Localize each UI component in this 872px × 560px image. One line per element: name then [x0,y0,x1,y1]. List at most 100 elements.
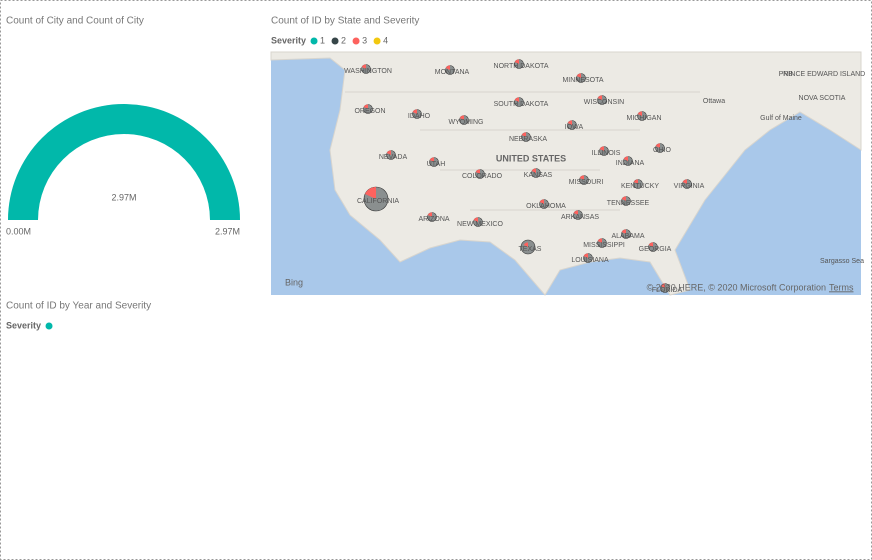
map-label: ALABAMA [611,233,644,240]
map-bubble-slice [365,186,376,199]
map-label: KANSAS [524,172,553,179]
map-bubble-slice [514,97,519,102]
map-label: ILLINOIS [592,150,621,157]
map-label: WASHINGTON [344,68,392,75]
map-terms: Terms [829,282,854,292]
map-label: IOWA [565,124,584,131]
map-label: NB [783,71,793,78]
map-bubble-slice [514,59,519,64]
map-label: KENTUCKY [621,183,659,190]
area-chart: Count of ID by Year and Severity Severity [6,301,151,331]
map-bubble-slice [682,179,687,184]
map-borders [345,91,700,211]
map-label: PRINCE EDWARD ISLAND [779,71,865,78]
map-label: NOVA SCOTIA [799,95,846,102]
map-bubble-slice [573,210,578,215]
map-bubble-slice [648,242,653,247]
chart-title: Count of City and Count of City [6,16,144,27]
map-bubble-slice [531,168,536,173]
map-bubble-slice [597,95,602,100]
map-bubble-slice [599,146,604,151]
map-label: TEXAS [519,246,542,253]
map-bubble-slice [427,212,432,217]
map-bubble-slice [521,132,526,137]
gauge-chart: Count of City and Count of City 2.97M 0.00… [6,16,240,236]
legend-title: Severity [271,35,306,45]
gauge-value [8,104,240,220]
map-label: Gulf of Maine [760,115,802,122]
map-bubble-slice [386,150,391,155]
map-label: INDIANA [616,160,645,167]
map-label: OHIO [653,147,671,154]
map-label: Sargasso Sea [820,258,864,265]
map-bubble-slice [567,120,572,125]
map-bubble-slice [363,104,368,109]
map-label: VIRGINIA [674,183,705,190]
legend-swatch [310,37,318,45]
map-bubble-slice [655,143,660,148]
map-bubble-slice [576,73,581,78]
chart-title: Count of ID by Year and Severity [6,301,151,312]
map-bubble-slice [621,229,626,234]
map-label: OKLAHOMA [526,203,566,210]
map-label: GEORGIA [639,246,672,253]
map-label: WYOMING [449,119,484,126]
map-bubble-slice [660,283,665,288]
gauge-min-label: 0.00M [6,226,31,236]
map-label: MONTANA [435,69,470,76]
gauge-max-label: 2.97M [215,226,240,236]
map-label: UTAH [427,161,446,168]
map-label: NEBRASKA [509,136,547,143]
map-label: FLORIDA [652,287,683,294]
legend-swatch [352,37,360,45]
map-bubble-slice [633,179,638,184]
map-bubble-slice [637,111,642,116]
legend-swatch [45,322,53,330]
map-label: MISSOURI [569,179,604,186]
map-bubble-slice [445,65,450,70]
legend-label: 3 [362,35,367,45]
map-label: IDAHO [408,113,431,120]
legend-swatch [331,37,339,45]
map-label: OREGON [354,108,385,115]
map-bubble-slice [429,157,434,162]
map-bubble-slice [583,253,588,258]
map-bubble-slice [523,242,528,247]
map-bubble-slice [597,238,602,243]
map-bubble-slice [475,169,480,174]
map-label: NORTH DAKOTA [494,63,549,70]
map-bubble-slice [412,109,417,114]
map-label: MISSISSIPPI [583,242,625,249]
map-label: ARKANSAS [561,214,599,221]
legend-label: 1 [320,35,325,45]
legend-title: Severity [6,320,41,330]
map-bubble-slice [579,175,584,180]
legend-label: 2 [341,35,346,45]
legend-swatch [373,37,381,45]
map-bubble-slice [623,156,628,161]
map-label: Ottawa [703,98,725,105]
map-bubble-slice [473,217,478,222]
map-label: MICHIGAN [627,115,662,122]
map-label: CALIFORNIA [357,198,399,205]
chart-title: Count of ID by State and Severity [271,16,419,27]
map: Count of ID by State and Severity Severit… [271,16,865,294]
map-bubble-slice [361,64,366,69]
map-bubble-slice [621,196,626,201]
map-label: NEVADA [379,154,408,161]
map-bubble-slice [539,199,544,204]
map-brand: Bing [285,277,303,287]
map-label: MINNESOTA [562,77,603,84]
map-copyright: © 2020 HERE, © 2020 Microsoft Corporatio… [647,282,826,292]
map-label: COLORADO [462,173,503,180]
map-label: NEW MEXICO [457,221,503,228]
map-label: TENNESSEE [607,200,650,207]
legend-label: 4 [383,35,388,45]
map-country: UNITED STATES [496,153,566,163]
map-label: ARIZONA [418,216,449,223]
map-label: SOUTH DAKOTA [494,101,549,108]
map-bubble-slice [459,115,464,120]
map-label: WISCONSIN [584,99,624,106]
map-label: LOUISIANA [571,257,609,264]
